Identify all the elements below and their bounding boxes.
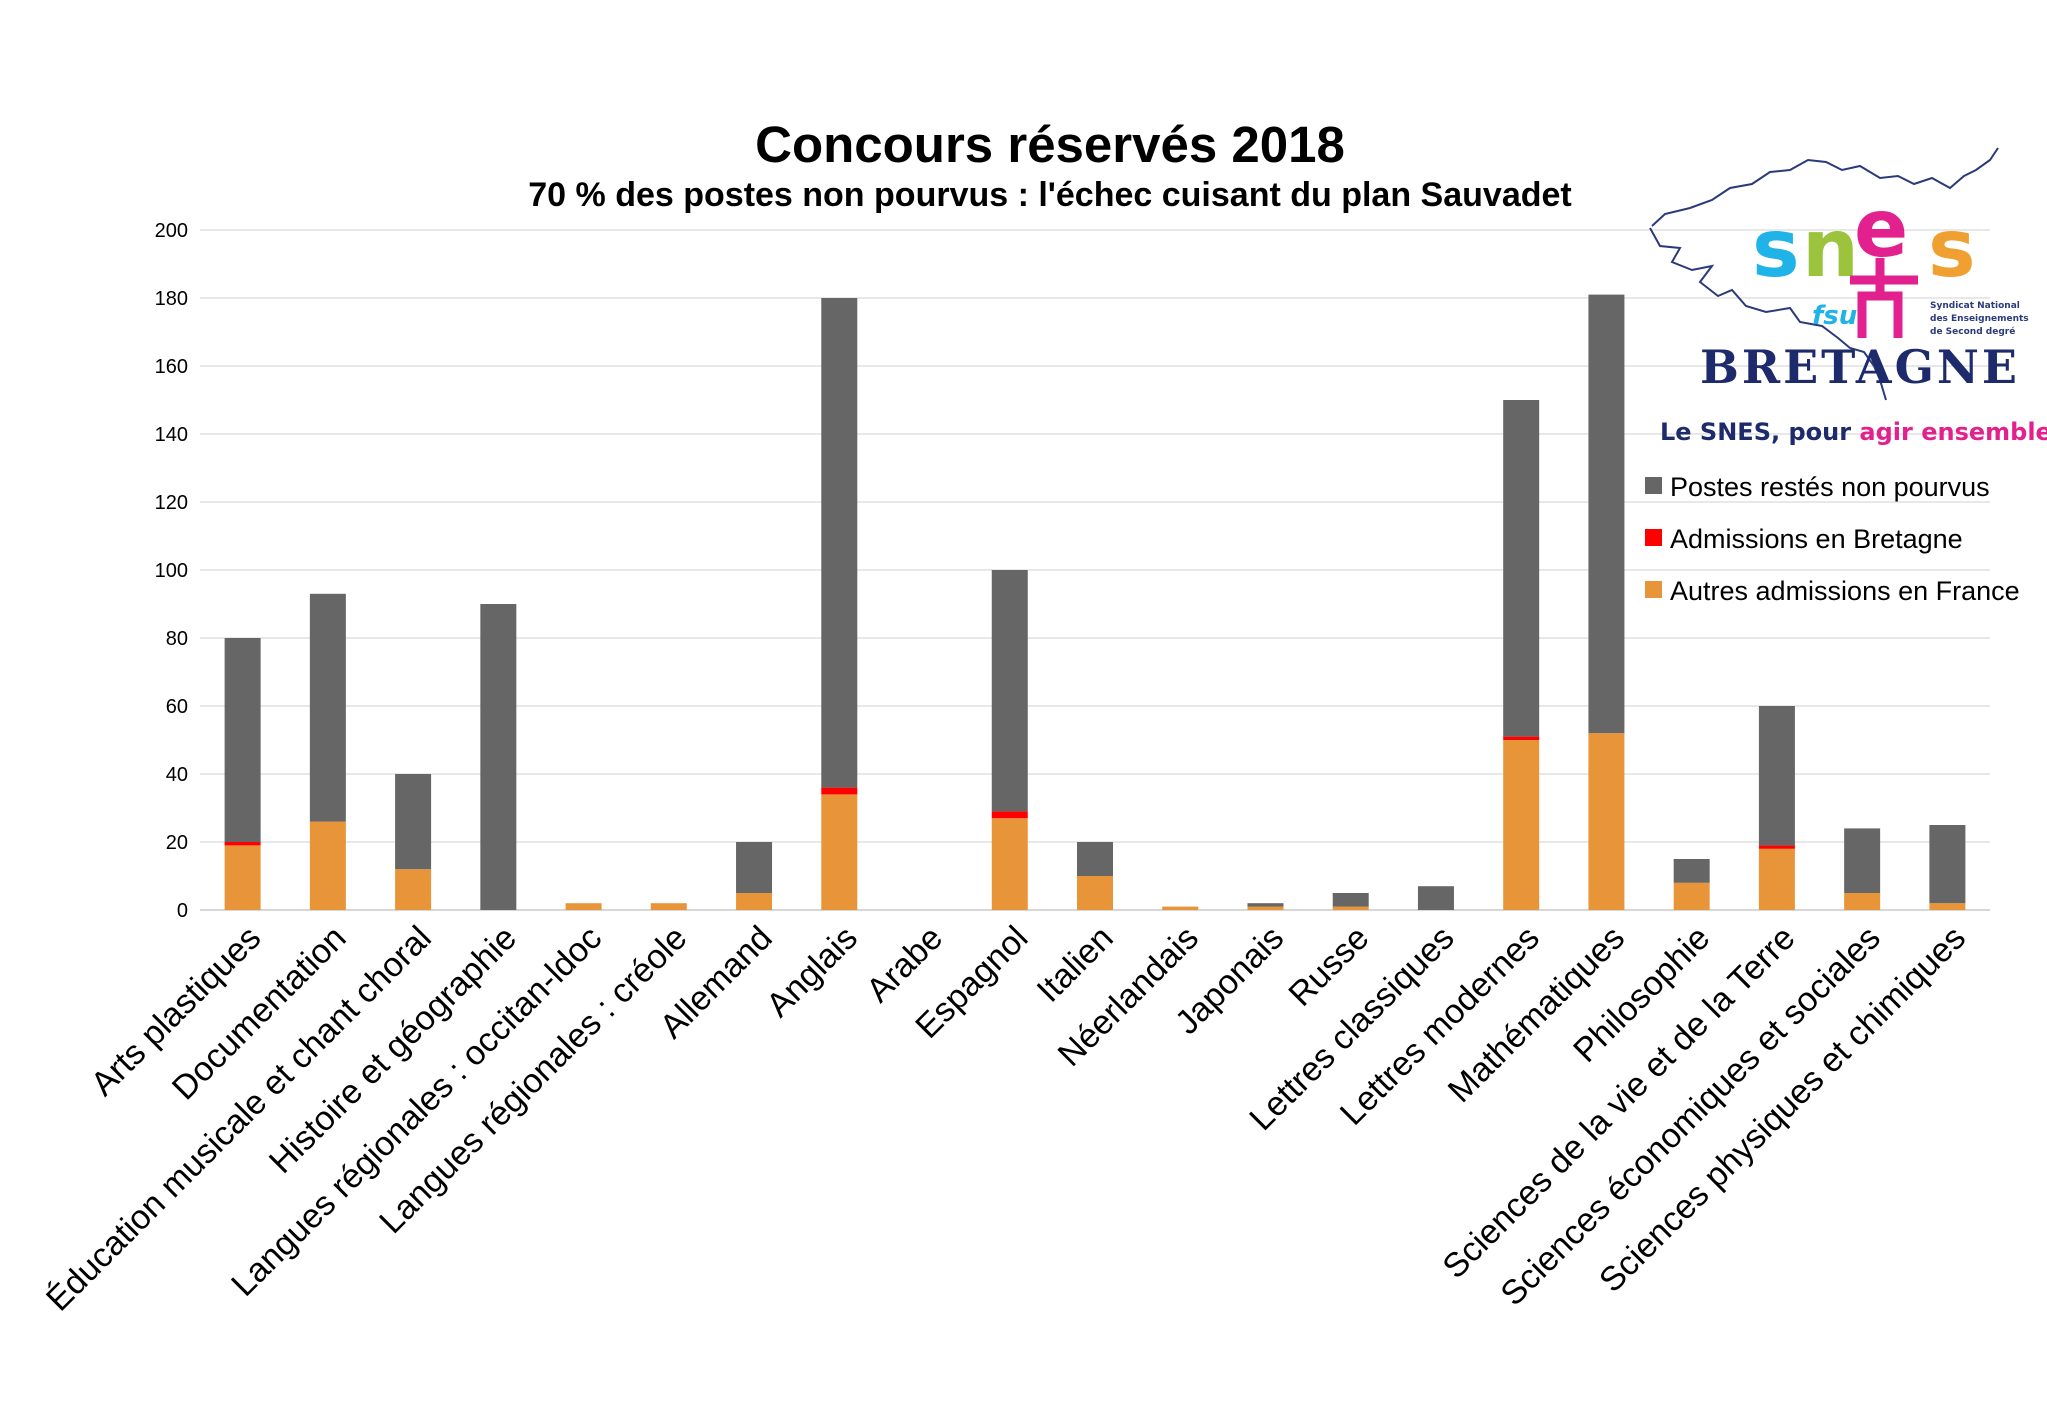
bar-segment [1077,842,1113,876]
bar-segment [1247,903,1284,907]
chart-subtitle: 70 % des postes non pourvus : l'échec cu… [528,176,1571,214]
bar-segment [1844,828,1881,893]
bars [224,294,1966,910]
y-tick-label: 100 [155,560,188,582]
bar-segment [224,842,261,846]
logo-syndicat-line2: des Enseignements [1930,314,2029,324]
y-tick-label: 60 [166,696,188,718]
y-tick-label: 200 [155,220,188,242]
bar-segment [1844,893,1881,910]
logo-figure [1850,258,1918,338]
bar-segment [991,570,1028,812]
snes-bretagne-logo: s n e s fsu Syndicat National des Enseig… [1649,147,2047,446]
bar-segment [1673,882,1710,910]
bar-segment [736,893,773,910]
bar-segment [1673,859,1710,883]
y-tick-label: 80 [166,628,188,650]
legend-label: Autres admissions en France [1670,576,2020,606]
bar-segment [991,818,1028,910]
bar-segment [1417,886,1454,910]
bar-segment [650,903,687,910]
y-tick-label: 180 [155,288,188,310]
logo-letter-n: n [1802,202,1859,295]
logo-slogan: Le SNES, pour agir ensemble [1660,418,2047,446]
legend-label: Postes restés non pourvus [1670,472,1990,502]
bar-segment [1332,906,1369,910]
logo-letter-s: s [1752,202,1800,295]
logo-region: BRETAGNE [1700,340,2020,394]
bar-segment [395,774,432,870]
bar-segment [309,593,346,822]
bar-segment [224,845,261,910]
legend-swatch [1645,529,1662,546]
logo-slogan-b: agir ensemble [1859,418,2047,446]
bar-segment [991,811,1028,819]
bar-segment [1503,736,1540,740]
legend-swatch [1645,581,1662,598]
bar-segment [1758,706,1795,846]
bar-segment [1332,893,1369,907]
chart-title: Concours réservés 2018 [755,116,1345,173]
bar-segment [821,794,858,910]
y-axis: 0 20 40 60 80 100 120 140 160 180 200 [155,220,188,922]
bar-segment [1247,906,1284,910]
legend-swatch [1645,477,1662,494]
y-tick-label: 40 [166,764,188,786]
gridlines [200,229,1990,911]
y-tick-label: 160 [155,356,188,378]
bar-segment [1588,733,1625,910]
bar-segment [395,869,432,910]
bar-segment [1588,294,1625,734]
bar-segment [736,842,773,893]
logo-slogan-a: Le SNES, pour [1660,418,1859,446]
y-tick-label: 0 [177,900,188,922]
logo-syndicat-line1: Syndicat National [1930,301,2020,311]
bar-segment [565,903,602,910]
bar-segment [1929,903,1966,910]
logo-syndicat-line3: de Second degré [1930,326,2015,337]
logo-fsu: fsu [1812,301,1857,331]
bar-segment [1077,876,1113,910]
bar-segment [1758,845,1795,849]
legend-label: Admissions en Bretagne [1670,524,1963,554]
bar-segment [1929,825,1966,904]
y-tick-label: 20 [166,832,188,854]
bar-segment [821,787,858,795]
logo-letter-s2: s [1928,202,1976,295]
bar-segment [821,298,858,788]
bar-segment [309,821,346,910]
bar-segment [1503,740,1540,910]
bar-segment [480,604,517,910]
y-tick-label: 120 [155,492,188,514]
bar-segment [1758,848,1795,910]
bar-segment [1162,906,1199,910]
brittany-map-outline [1649,147,1999,401]
bar-segment [1503,400,1540,737]
x-tick-label: Anglais [759,919,865,1025]
legend: Postes restés non pourvus Admissions en B… [1645,472,2020,606]
y-tick-label: 140 [155,424,188,446]
x-tick-label: Éducation musicale et chant choral [39,919,439,1319]
bar-segment [224,638,261,842]
